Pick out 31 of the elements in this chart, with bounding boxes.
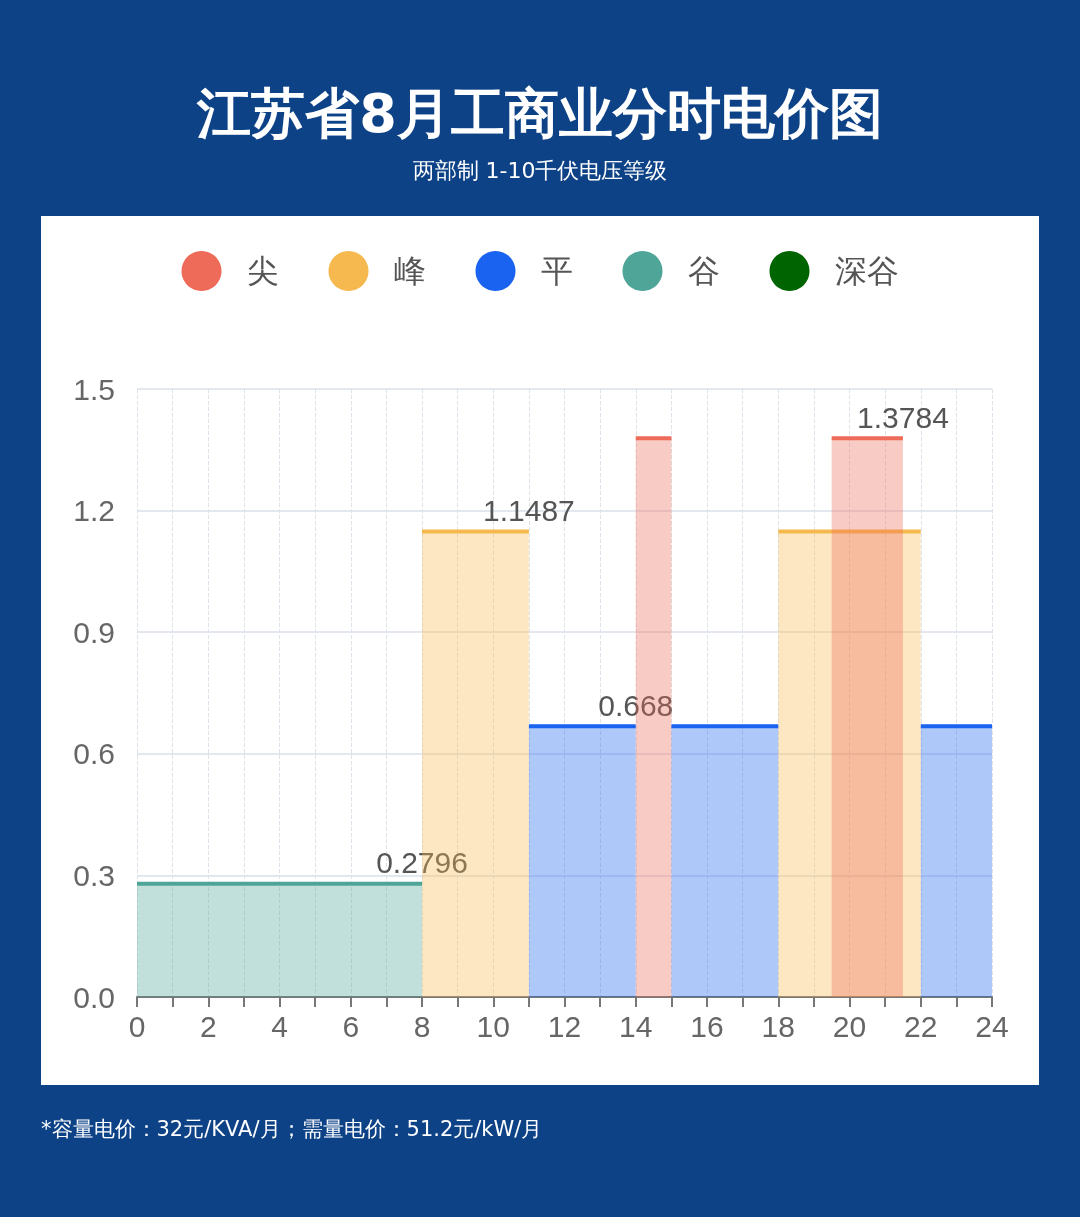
y-tick-label: 0.9 [73,615,115,649]
x-tick-label: 6 [342,1009,360,1043]
y-tick-label: 0.0 [73,980,115,1014]
legend-label: 谷 [687,253,720,289]
y-tick-label: 0.3 [73,858,115,892]
data-label: 1.3784 [857,400,949,434]
text: *容量电价：32元/KVA/月；需量电价：51.2元/kW/月 [41,1116,543,1143]
y-tick-label: 1.2 [73,494,115,528]
y-tick-label: 0.6 [73,737,115,771]
legend-label: 深谷 [834,253,899,289]
x-tick-label: 22 [904,1009,938,1043]
x-tick-label: 2 [199,1009,217,1043]
data-label: 1.1487 [482,493,575,527]
legend-label: 平 [540,253,573,289]
data-label: 0.668 [598,688,674,722]
x-tick-label: 16 [690,1009,724,1043]
x-tick-label: 12 [547,1009,582,1043]
y-tick-label: 1.5 [73,372,115,406]
x-tick-label: 0 [128,1009,146,1043]
x-tick-label: 8 [413,1009,431,1043]
chart-subtitle: 两部制 1-10千伏电压等级 [411,157,669,185]
x-tick-label: 10 [476,1009,510,1043]
chart-title: 江苏省8月工商业分时电价图 [195,81,884,147]
data-label: 0.2796 [376,846,468,880]
x-tick-label: 4 [271,1009,288,1043]
x-tick-label: 20 [832,1009,867,1043]
x-tick-label: 14 [619,1009,653,1043]
x-tick-label: 18 [761,1009,795,1043]
legend-label: 尖 [246,253,279,289]
x-tick-label: 24 [975,1009,1009,1043]
legend-label: 峰 [393,253,426,289]
